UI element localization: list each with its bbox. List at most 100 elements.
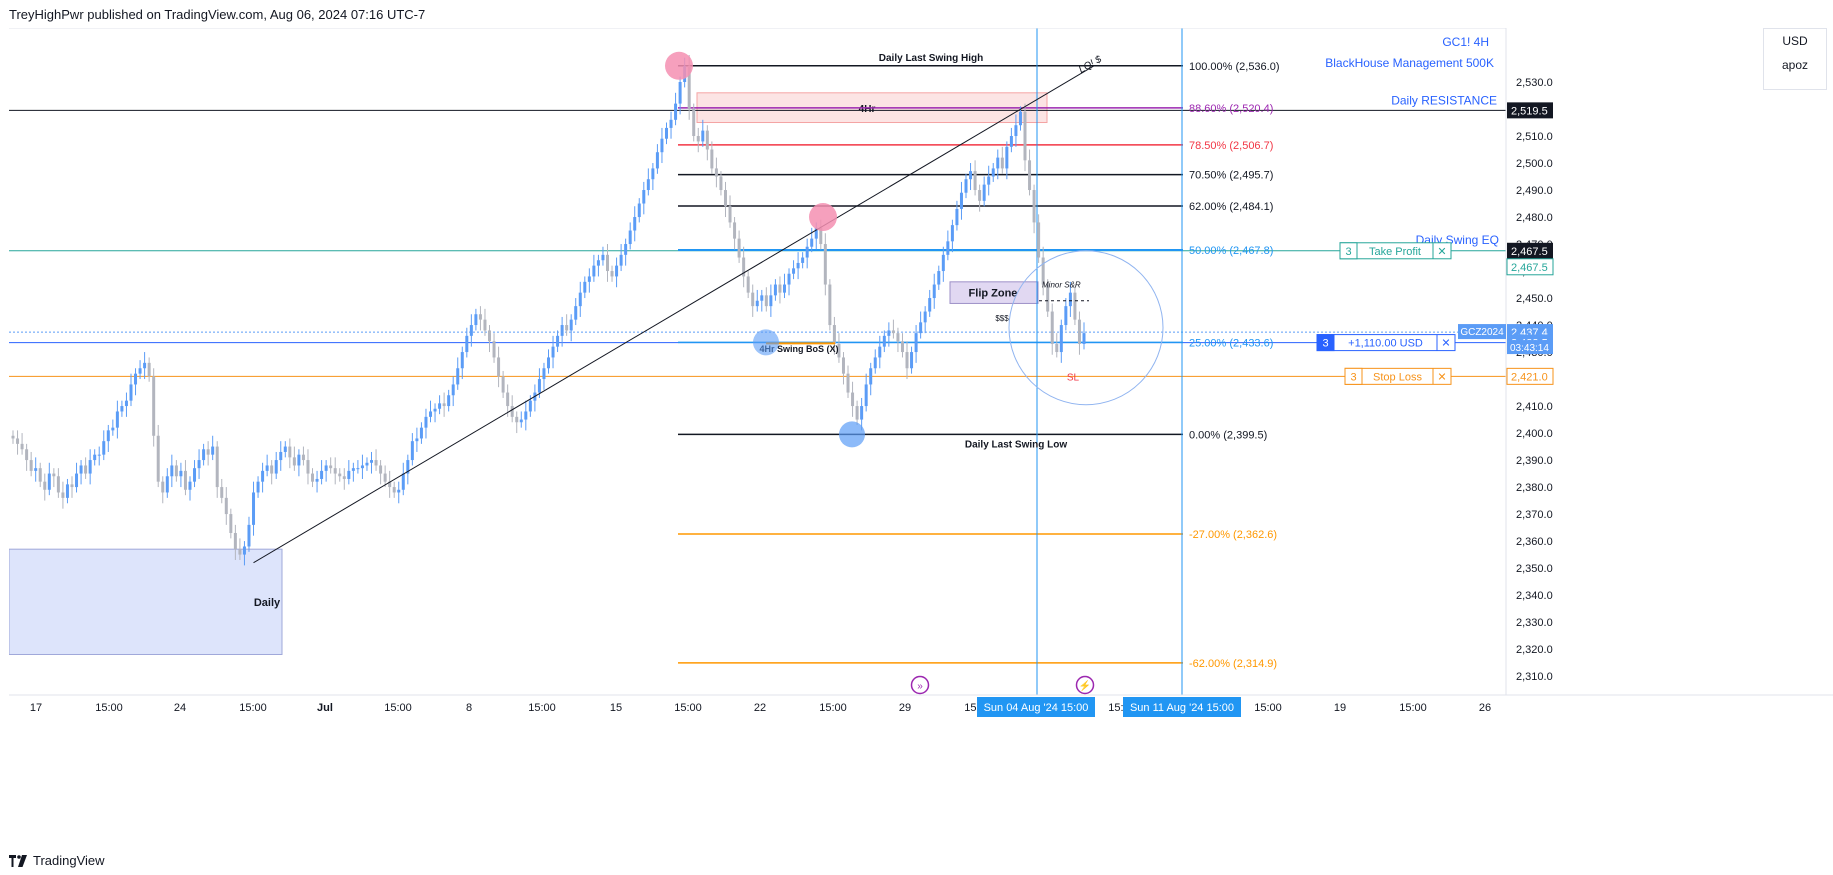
candle-body-31: [152, 376, 156, 436]
swing-low-circle: [839, 421, 865, 448]
candle-body-33: [161, 481, 165, 493]
take-profit-close-icon[interactable]: ✕: [1437, 246, 1446, 258]
candle-body-7: [43, 481, 47, 490]
x-tick-8: 15: [610, 702, 622, 714]
candle-body-16: [84, 465, 88, 474]
price-tag-2: 2,467.5: [1511, 262, 1548, 274]
position-take-profit[interactable]: 3 Take Profit ✕: [1339, 242, 1452, 260]
candle-body-186: [855, 406, 859, 420]
annotations-layer: LQ! $ Daily Last Swing High Daily Last Swi…: [253, 35, 1494, 695]
candle-body-231: [1059, 325, 1063, 353]
dividend-icon-glyph: »: [917, 681, 923, 692]
candle-body-60: [283, 446, 287, 452]
tradingview-logo[interactable]: TradingView: [9, 853, 105, 868]
candle-body-158: [728, 206, 732, 223]
candle-body-61: [288, 446, 292, 458]
position-current[interactable]: 3 +1,110.00 USD ✕: [1316, 334, 1456, 352]
swing-low-label: Daily Last Swing Low: [965, 439, 1067, 450]
scale-settings[interactable]: USD apoz: [1763, 28, 1827, 90]
candle-body-24: [120, 406, 124, 412]
candle-body-161: [742, 257, 746, 277]
dividend-icon: [910, 675, 930, 695]
candle-body-78: [365, 462, 369, 466]
candle-body-227: [1041, 257, 1045, 285]
candle-body-62: [292, 457, 296, 466]
candle-body-172: [792, 268, 796, 274]
candle-body-122: [565, 325, 569, 331]
candle-body-56: [265, 465, 269, 471]
x-tick-3: 15:00: [239, 702, 267, 714]
candle-body-6: [38, 468, 42, 482]
position-stop-loss[interactable]: 3 Stop Loss ✕: [1344, 367, 1452, 385]
candle-body-71: [333, 468, 337, 474]
candle-body-45: [215, 446, 219, 488]
candle-body-52: [247, 524, 251, 547]
x-tick-20: 26: [1479, 702, 1491, 714]
candle-body-219: [1005, 146, 1009, 169]
candle-body-150: [692, 109, 696, 137]
candle-body-176: [810, 238, 814, 247]
candle-body-46: [220, 487, 224, 498]
candle-body-110: [510, 406, 514, 417]
candle-body-134: [619, 254, 623, 266]
candle-body-0: [11, 435, 15, 439]
candle-body-133: [615, 265, 619, 277]
candle-body-1: [16, 438, 20, 444]
candle-body-113: [524, 411, 528, 420]
candle-body-39: [188, 481, 192, 490]
current-close-icon[interactable]: ✕: [1441, 338, 1450, 350]
y-tick-2: 2,330.0: [1516, 617, 1553, 629]
footer: TradingView: [0, 845, 1833, 875]
candle-body-95: [442, 403, 446, 407]
candle-body-194: [891, 330, 895, 334]
candle-body-230: [1055, 343, 1059, 353]
candle-body-235: [1077, 319, 1081, 344]
candle-body-141: [651, 168, 655, 180]
candle-body-142: [655, 152, 659, 169]
candle-body-156: [719, 176, 723, 191]
candle-body-216: [991, 168, 995, 177]
candle-body-174: [801, 257, 805, 263]
candle-body-224: [1028, 160, 1032, 191]
candle-body-215: [987, 176, 991, 185]
candle-body-152: [701, 130, 705, 142]
candle-body-205: [941, 254, 945, 272]
candle-body-49: [233, 532, 237, 550]
candle-body-145: [669, 119, 673, 128]
bos-label: 4Hr Swing BoS (X): [759, 344, 838, 354]
candle-body-75: [351, 468, 355, 471]
price-tag-1: 2,467.5: [1511, 246, 1548, 258]
currency-label[interactable]: USD: [1782, 34, 1808, 48]
trendline: [253, 65, 1095, 564]
candle-body-20: [102, 441, 106, 455]
candle-body-3: [25, 449, 29, 461]
lqi-label: LQ! $: [1077, 54, 1104, 76]
candle-body-211: [969, 171, 973, 180]
candle-body-47: [224, 497, 228, 515]
candle-body-57: [270, 465, 274, 474]
stop-loss-close-icon[interactable]: ✕: [1437, 371, 1446, 383]
ticker-badge: GCZ2024: [1460, 327, 1504, 338]
candle-body-12: [65, 484, 69, 498]
y-tick-10: 2,410.0: [1516, 401, 1553, 413]
x-tick-9: 15:00: [674, 702, 702, 714]
chart-area[interactable]: Daily 4Hr Flip Zone $$$ Daily RESISTANCE Dai…: [8, 27, 1833, 840]
candle-body-169: [778, 284, 782, 293]
x-tick-17: 15:00: [1254, 702, 1282, 714]
scale-mode-label[interactable]: apoz: [1781, 58, 1809, 72]
candlestick-chart[interactable]: Daily 4Hr Flip Zone $$$ Daily RESISTANCE Dai…: [8, 27, 1833, 840]
candle-body-120: [556, 335, 560, 347]
candle-body-220: [1009, 136, 1013, 147]
price-tag-box-2: [1506, 258, 1554, 276]
sl-marker-label: SL: [1067, 372, 1080, 383]
fib-label-5: 50.00% (2,467.8): [1189, 245, 1273, 257]
date-highlight-label-0: Sun 04 Aug '24 15:00: [984, 702, 1089, 714]
candle-body-175: [805, 246, 809, 258]
price-tag-0: 2,519.5: [1511, 105, 1548, 117]
x-tick-2: 24: [174, 702, 186, 714]
candle-body-153: [705, 130, 709, 150]
candle-body-87: [406, 460, 410, 474]
candle-body-42: [202, 449, 206, 461]
candle-body-68: [320, 470, 324, 479]
candle-body-196: [900, 341, 904, 353]
